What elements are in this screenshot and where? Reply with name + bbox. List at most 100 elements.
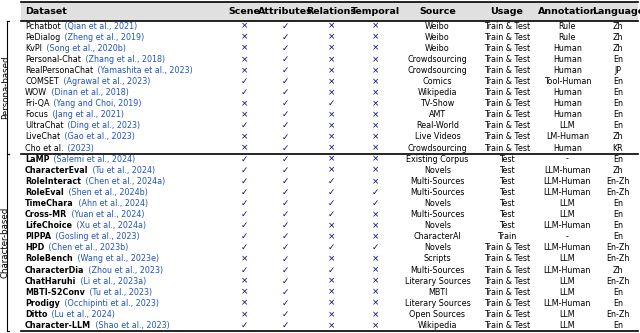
Text: Source: Source	[419, 7, 456, 16]
Text: ×: ×	[241, 133, 248, 142]
Text: ×: ×	[241, 33, 248, 42]
Text: ✓: ✓	[241, 77, 248, 86]
Text: ✓: ✓	[282, 88, 289, 97]
Text: PIPPA: PIPPA	[25, 232, 51, 241]
Text: (Chen et al., 2023b): (Chen et al., 2023b)	[46, 243, 129, 252]
Text: En-Zh: En-Zh	[606, 177, 630, 186]
Text: (2023): (2023)	[65, 144, 94, 153]
Text: Ditto: Ditto	[25, 310, 47, 319]
Text: ×: ×	[328, 166, 335, 175]
Text: LLM: LLM	[559, 288, 575, 297]
Text: Train & Test: Train & Test	[484, 299, 530, 308]
Text: ×: ×	[241, 66, 248, 75]
Text: ×: ×	[372, 177, 380, 186]
Text: ✓: ✓	[282, 66, 289, 75]
Text: Test: Test	[499, 210, 515, 219]
Text: Train & Test: Train & Test	[484, 77, 530, 86]
Text: ×: ×	[372, 254, 380, 263]
Text: Usage: Usage	[491, 7, 524, 16]
Text: Train: Train	[497, 232, 516, 241]
Text: Train & Test: Train & Test	[484, 55, 530, 64]
Text: Literary Sources: Literary Sources	[404, 299, 470, 308]
Text: Train & Test: Train & Test	[484, 243, 530, 252]
Text: ✓: ✓	[282, 77, 289, 86]
Text: Human: Human	[553, 110, 582, 119]
Text: ✓: ✓	[282, 133, 289, 142]
Text: Train & Test: Train & Test	[484, 310, 530, 319]
Text: (Shao et al., 2023): (Shao et al., 2023)	[93, 321, 170, 330]
Text: Zh: Zh	[612, 44, 623, 53]
Text: (Zhang et al., 2018): (Zhang et al., 2018)	[83, 55, 165, 64]
Text: Character-based: Character-based	[1, 207, 10, 278]
Text: Focus: Focus	[25, 110, 48, 119]
Text: En-Zh: En-Zh	[606, 243, 630, 252]
Text: Human: Human	[553, 44, 582, 53]
Text: ✓: ✓	[328, 199, 335, 208]
Text: Train & Test: Train & Test	[484, 110, 530, 119]
Text: Wikipedia: Wikipedia	[418, 321, 457, 330]
Text: Temporal: Temporal	[351, 7, 401, 16]
Text: Existing Corpus: Existing Corpus	[406, 155, 468, 164]
Text: LLM-Human: LLM-Human	[544, 243, 591, 252]
Text: ×: ×	[328, 88, 335, 97]
Text: Human: Human	[553, 88, 582, 97]
Text: Fri-QA: Fri-QA	[25, 99, 49, 108]
Text: Test: Test	[499, 188, 515, 197]
Text: Real-World: Real-World	[416, 121, 459, 130]
Text: ×: ×	[328, 33, 335, 42]
Text: (Zhou et al., 2023): (Zhou et al., 2023)	[86, 265, 163, 274]
Text: (Yuan et al., 2024): (Yuan et al., 2024)	[69, 210, 145, 219]
Text: LLM: LLM	[559, 199, 575, 208]
Text: ×: ×	[372, 166, 380, 175]
Text: Multi-Sources: Multi-Sources	[410, 210, 465, 219]
Text: Persona-based: Persona-based	[1, 55, 10, 119]
Text: ×: ×	[241, 55, 248, 64]
Text: ×: ×	[328, 77, 335, 86]
Text: Train & Test: Train & Test	[484, 254, 530, 263]
Text: Human: Human	[553, 144, 582, 153]
Text: Live Videos: Live Videos	[415, 133, 460, 142]
Text: Weibo: Weibo	[425, 33, 450, 42]
Text: ✓: ✓	[282, 155, 289, 164]
Text: Train & Test: Train & Test	[484, 33, 530, 42]
Text: (Qian et al., 2021): (Qian et al., 2021)	[63, 22, 138, 31]
Text: ×: ×	[328, 155, 335, 164]
Text: ×: ×	[241, 110, 248, 119]
Text: Rule: Rule	[559, 33, 576, 42]
Text: (Shen et al., 2024b): (Shen et al., 2024b)	[65, 188, 147, 197]
Text: ×: ×	[372, 33, 380, 42]
Text: Human: Human	[553, 99, 582, 108]
Text: Human: Human	[553, 55, 582, 64]
Text: Train & Test: Train & Test	[484, 44, 530, 53]
Text: (Lu et al., 2024): (Lu et al., 2024)	[49, 310, 115, 319]
Text: Prodigy: Prodigy	[25, 299, 60, 308]
Text: En: En	[612, 232, 623, 241]
Text: UltraChat: UltraChat	[25, 121, 63, 130]
Text: ×: ×	[372, 310, 380, 319]
Text: En: En	[612, 221, 623, 230]
Text: ×: ×	[241, 144, 248, 153]
Text: ✓: ✓	[282, 166, 289, 175]
Text: ×: ×	[372, 321, 380, 330]
Text: WOW: WOW	[25, 88, 47, 97]
Text: ✓: ✓	[282, 22, 289, 31]
Text: ✓: ✓	[328, 210, 335, 219]
Text: (Xu et al., 2024a): (Xu et al., 2024a)	[74, 221, 146, 230]
Text: CharacterEval: CharacterEval	[25, 166, 88, 175]
Text: LLM-Human: LLM-Human	[544, 299, 591, 308]
Text: LLM: LLM	[559, 254, 575, 263]
Text: Weibo: Weibo	[425, 44, 450, 53]
Text: ×: ×	[328, 133, 335, 142]
Text: ×: ×	[372, 155, 380, 164]
Text: Comics: Comics	[423, 77, 452, 86]
Text: Multi-Sources: Multi-Sources	[410, 177, 465, 186]
Text: ×: ×	[241, 254, 248, 263]
Text: ✓: ✓	[328, 177, 335, 186]
Text: ✓: ✓	[282, 265, 289, 274]
Text: RoleEval: RoleEval	[25, 188, 64, 197]
Text: (Yang and Choi, 2019): (Yang and Choi, 2019)	[51, 99, 142, 108]
Text: (Ding et al., 2023): (Ding et al., 2023)	[65, 121, 140, 130]
Text: Cross-MR: Cross-MR	[25, 210, 67, 219]
Text: ✓: ✓	[241, 265, 248, 274]
Text: Cho et al.: Cho et al.	[25, 144, 63, 153]
